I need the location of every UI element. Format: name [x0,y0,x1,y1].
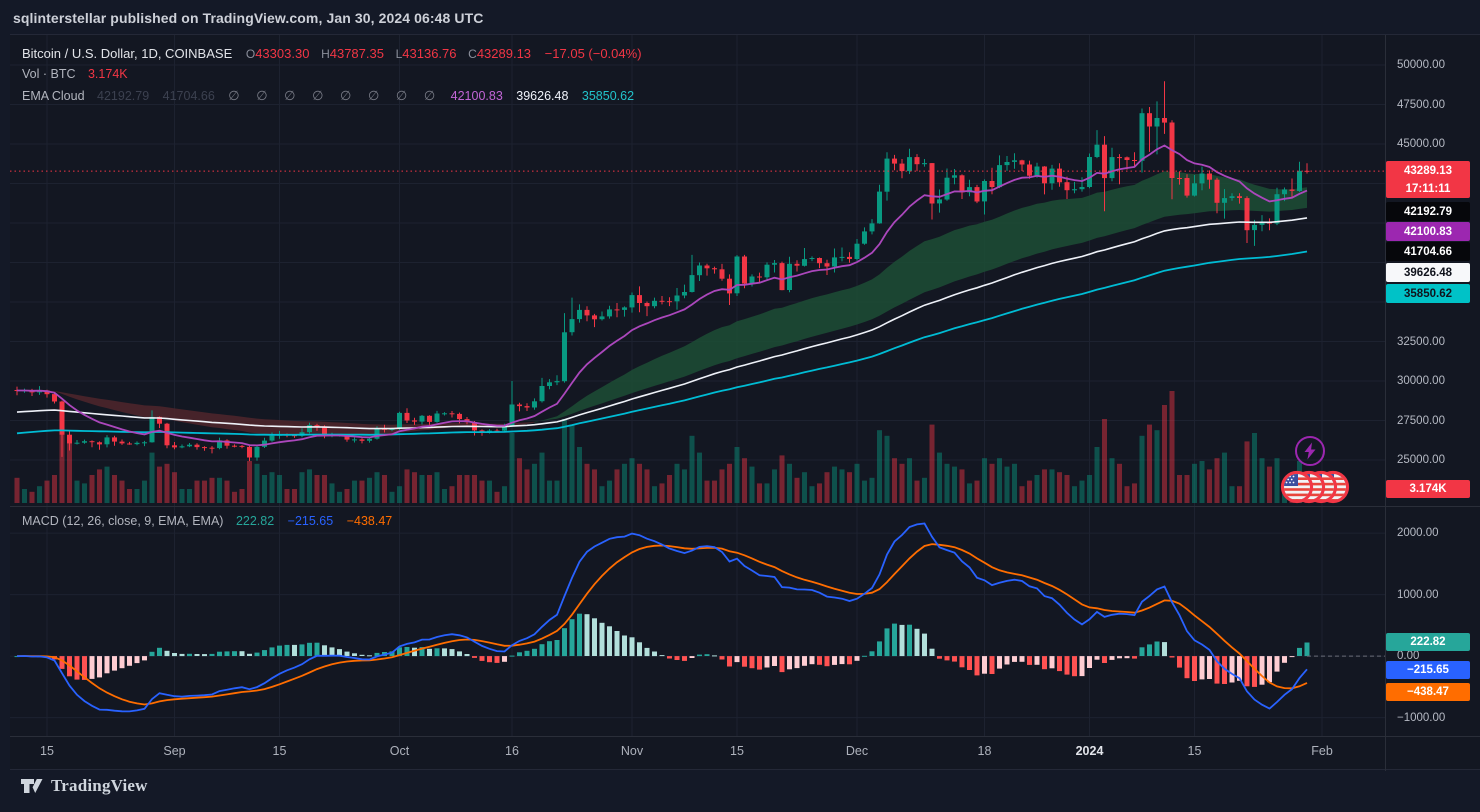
price-label: 3.174K [1386,480,1470,498]
price-axis-tick: 30000.00 [1397,375,1445,388]
ohlc-close-key: C [468,47,477,61]
macd-value-label: 222.82 [1386,633,1470,651]
volume-value: 3.174K [87,67,128,81]
volume-legend[interactable]: Vol · BTC 3.174K [22,67,128,81]
attribution-text: sqlinterstellar published on TradingView… [13,10,484,26]
ema-cloud-upper-value: 42192.79 [97,89,150,103]
macd-value-label: −215.65 [1386,661,1470,679]
time-axis-divider [10,736,1480,737]
ema-mid-value: 39626.48 [516,89,569,103]
footer: TradingView [20,776,148,796]
ema-cloud-legend[interactable]: EMA Cloud 42192.79 41704.66 ∅ ∅ ∅ ∅ ∅ ∅ … [22,88,634,104]
ohlc-high-value: 43787.35 [329,46,384,61]
price-label: 39626.48 [1386,263,1470,282]
macd-axis-tick: 1000.00 [1397,588,1439,601]
ohlc-open-key: O [245,47,256,61]
ema-empty-slots: ∅ ∅ ∅ ∅ ∅ ∅ ∅ ∅ [228,88,436,103]
price-axis-tick: 32500.00 [1397,335,1445,348]
price-label: 43289.13 17:11:11 [1386,161,1470,198]
time-axis-tick: 18 [977,744,992,758]
macd-signal-value: −438.47 [346,514,393,528]
macd-legend[interactable]: MACD (12, 26, close, 9, EMA, EMA) 222.82… [22,514,392,528]
ohlc-low-key: L [395,47,403,61]
ohlc-low-value: 43136.76 [402,46,457,61]
price-axis-tick: 50000.00 [1397,59,1445,72]
macd-pane-canvas[interactable] [10,506,1385,736]
tradingview-wordmark[interactable]: TradingView [51,776,148,795]
macd-axis-tick: 0.00 [1397,650,1420,663]
attribution-bar: sqlinterstellar published on TradingView… [13,10,484,26]
tradingview-logo-icon[interactable] [20,776,43,796]
time-axis-tick: 15 [730,744,744,758]
time-axis-tick: 15 [40,744,54,758]
ohlc-high-key: H [321,47,330,61]
macd-axis-tick: 2000.00 [1397,527,1439,540]
macd-value-label: −438.47 [1386,683,1470,701]
ema-cloud-label: EMA Cloud [22,89,85,103]
price-label: 42100.83 [1386,222,1470,241]
ema-slow-value: 35850.62 [581,89,635,103]
ema-fast-value: 42100.83 [450,89,503,103]
us-flag-circles-icon[interactable] [1278,468,1358,506]
time-axis-tick: Dec [845,744,869,758]
ohlc-close-value: 43289.13 [476,46,532,61]
symbol-title[interactable]: Bitcoin / U.S. Dollar, 1D, COINBASE [22,46,233,61]
price-axis-tick: 45000.00 [1397,138,1445,151]
volume-label: Vol · BTC [22,67,76,81]
ohlc-open-value: 43303.30 [255,46,310,61]
macd-axis-tick: −1000.00 [1397,711,1446,724]
time-axis-tick: 16 [505,744,519,758]
time-axis-tick: 15 [1187,744,1202,758]
chart-area[interactable]: 50000.00 47500.00 45000.00 32500.00 30000.00… [10,34,1480,771]
price-axis-tick: 47500.00 [1397,98,1445,111]
time-axis-tick: Feb [1311,744,1333,758]
time-axis-tick: Oct [389,744,410,758]
price-axis-tick: 25000.00 [1397,454,1445,467]
price-label: 41704.66 [1386,242,1470,261]
pane-divider[interactable] [10,506,1480,507]
macd-histogram-value: 222.82 [235,514,275,528]
price-pane-canvas[interactable] [10,35,1385,506]
symbol-legend[interactable]: Bitcoin / U.S. Dollar, 1D, COINBASE O433… [22,46,642,61]
price-axis-border [1385,35,1386,771]
macd-line-value: −215.65 [287,514,334,528]
price-axis-tick: 27500.00 [1397,414,1445,427]
time-axis-tick: Sep [163,744,186,758]
ema-cloud-lower-value: 41704.66 [162,89,215,103]
time-axis-tick: Nov [620,744,644,758]
price-label: 35850.62 [1386,284,1470,303]
price-label: 42192.79 [1386,202,1470,221]
lightning-icon[interactable] [1294,435,1326,467]
time-axis-tick: 15 [272,744,287,758]
change-value: −17.05 (−0.04%) [544,46,642,61]
macd-title: MACD (12, 26, close, 9, EMA, EMA) [22,514,224,528]
time-axis-tick: 2024 [1075,744,1104,758]
